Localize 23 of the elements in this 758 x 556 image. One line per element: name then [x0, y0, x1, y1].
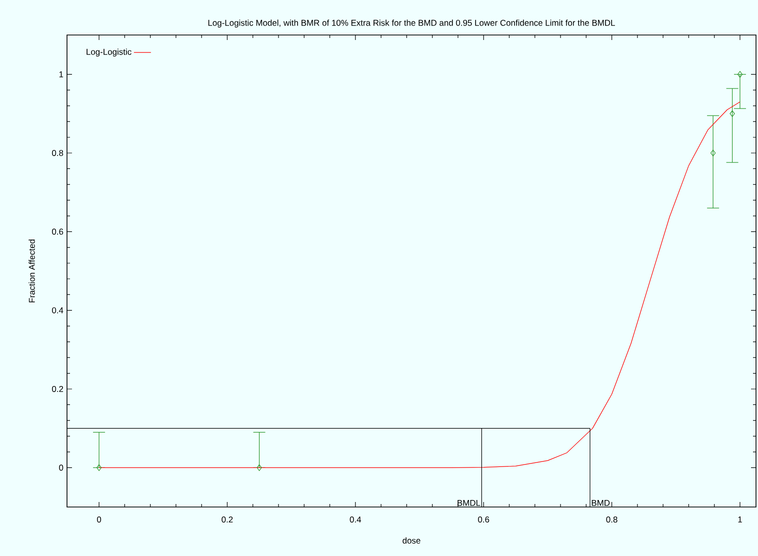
x-tick-label: 0.4 — [350, 516, 362, 523]
x-tick-label: 0 — [97, 516, 102, 523]
point — [96, 464, 102, 471]
legend-label: Log-Logistic — [86, 48, 132, 57]
y-tick-label: 0 — [59, 464, 64, 471]
y-tick-label: 0.6 — [52, 228, 64, 235]
point — [730, 110, 735, 117]
y-tick-label: 0.8 — [52, 150, 64, 156]
x-axis-title: dose — [402, 537, 420, 544]
y-tick-label: 0.2 — [52, 386, 64, 392]
chart-title: Log-Logistic Model, with BMR of 10% Extra Risk for the BMD and 0.95 Lower Confidence Limit for the BMDL — [208, 20, 615, 28]
point — [256, 464, 262, 471]
y-axis-title: Fraction Affected — [28, 240, 35, 302]
x-tick-label: 0.2 — [222, 516, 233, 523]
y-tick-label: 0.4 — [52, 307, 64, 314]
point — [737, 71, 743, 78]
x-tick-label: 0.6 — [478, 516, 490, 523]
point — [710, 150, 716, 156]
x-tick-label: 1 — [738, 516, 742, 522]
x-tick-label: 0.8 — [606, 516, 618, 523]
ref-line-label: BMDL — [458, 500, 480, 506]
y-tick-label: 1 — [59, 71, 64, 78]
ref-line-label: BMD — [592, 500, 610, 506]
